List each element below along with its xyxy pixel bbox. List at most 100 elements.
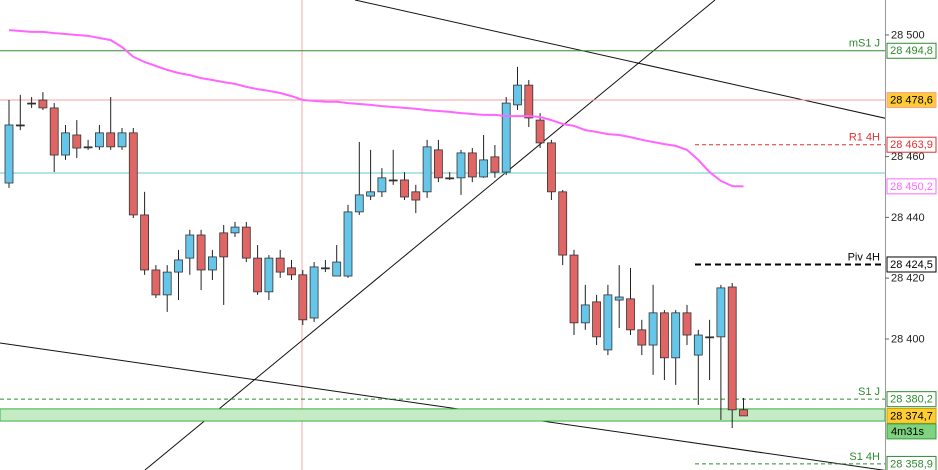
candle-body [456, 152, 466, 179]
candle-body [309, 266, 319, 319]
candle-body [524, 84, 534, 119]
price-label: 28 494,8 [890, 45, 933, 57]
candle-body [490, 156, 500, 173]
candle-body [580, 304, 590, 324]
candle-body [49, 107, 59, 156]
timer-box [886, 423, 937, 440]
trend-line [144, 0, 716, 470]
ma-line [8, 29, 744, 188]
y-tick-label: 28 420 [891, 273, 925, 285]
candle-body [693, 334, 703, 356]
moving-average [8, 29, 744, 188]
candle-body [467, 152, 477, 178]
candle-body [61, 132, 70, 156]
candle-body [614, 296, 624, 301]
candle-body [117, 132, 127, 148]
candle-body [400, 179, 409, 198]
price-label: 28 463,9 [890, 139, 933, 151]
y-tick-label: 28 500 [891, 29, 925, 41]
y-tick-label: 28 440 [891, 212, 925, 224]
trend-line [354, 0, 885, 119]
candle-body [38, 99, 48, 109]
candle-body [95, 132, 104, 148]
candle-body [185, 234, 195, 259]
level-name: S1 4H [849, 451, 880, 463]
candle-body [626, 298, 635, 331]
candle-body [4, 124, 14, 184]
candle-body [264, 257, 274, 293]
candle-body [128, 132, 138, 216]
y-axis: 28 500 28 460 28 440 28 420 28 400 [885, 29, 925, 345]
y-tick-label: 28 400 [891, 333, 925, 345]
price-box [886, 92, 937, 109]
candle-body [366, 191, 376, 197]
candle-body [275, 257, 285, 273]
price-box [886, 391, 937, 408]
price-box [886, 136, 937, 153]
price-label: 28 450,2 [890, 181, 933, 193]
candle-body [388, 179, 398, 182]
candle-body [739, 409, 748, 417]
price-box [886, 256, 937, 273]
candle-body [558, 191, 568, 256]
candle-body [660, 312, 669, 359]
timer-label: 4m31s [891, 426, 925, 438]
candle-body [603, 294, 613, 351]
price-box [886, 42, 937, 59]
candle-body [83, 146, 93, 149]
level-name: S1 J [858, 386, 880, 398]
price-box [886, 178, 937, 195]
candle-body [705, 336, 714, 339]
candle-body [72, 134, 82, 149]
candle-body [501, 102, 511, 173]
candle-body [287, 267, 296, 276]
level-name: Piv 4H [848, 251, 880, 263]
candle-body [377, 177, 387, 193]
candle-body [343, 211, 353, 277]
candle-body [716, 287, 726, 338]
candle-body [513, 84, 522, 106]
candle-body [207, 256, 217, 271]
candle-body [648, 312, 658, 346]
candle-body [479, 159, 489, 178]
candle-body [411, 191, 421, 201]
price-label: 28 424,5 [890, 259, 933, 271]
candle-body [230, 226, 240, 234]
price-label: 28 358,9 [890, 458, 933, 470]
candle-body [298, 274, 308, 321]
candle-body [445, 177, 455, 180]
candle-body [422, 146, 432, 193]
candle-body [162, 271, 172, 296]
price-box [886, 455, 937, 470]
candle-body [106, 132, 116, 148]
candle-body [151, 269, 161, 296]
candles [4, 66, 748, 429]
price-labels: mS1 J 28 494,8 28 478,6 R1 4H 28 463,9 Piv 4H… [848, 38, 937, 470]
candle-body [140, 214, 150, 271]
candle-body [332, 261, 342, 277]
level-name: mS1 J [849, 38, 880, 50]
price-label: 28 478,6 [890, 94, 933, 106]
candle-body [671, 312, 681, 359]
candle-body [592, 301, 601, 338]
candle-body [433, 149, 443, 179]
price-label: 28 380,2 [890, 394, 933, 406]
candle-body [637, 329, 647, 346]
candle-body [354, 194, 364, 213]
candle-body [15, 124, 25, 127]
candle-body [569, 254, 579, 324]
candle-body [27, 102, 37, 105]
candle-body [219, 232, 229, 258]
price-zone [0, 408, 886, 422]
price-label: 28 374,7 [890, 410, 933, 422]
candle-body [174, 259, 183, 273]
candle-body [241, 226, 251, 259]
candle-body [196, 234, 206, 271]
level-name: R1 4H [849, 132, 880, 144]
y-tick-label: 28 460 [891, 151, 925, 163]
candle-body [253, 257, 263, 293]
candle-body [535, 119, 545, 144]
